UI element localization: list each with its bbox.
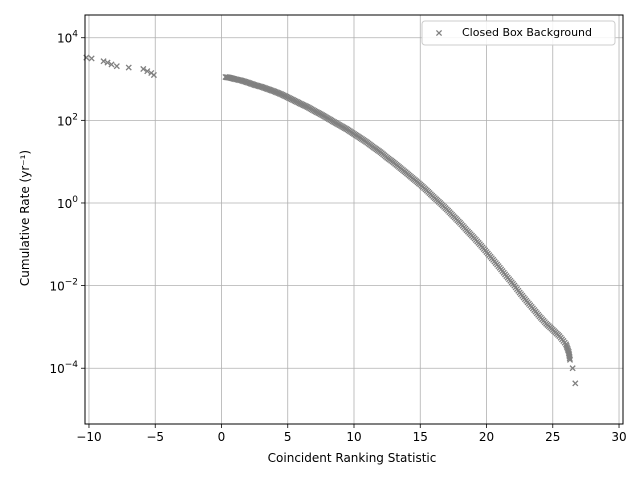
legend-marker (435, 29, 443, 37)
x-axis-ticks: −10 −5 0 5 10 15 20 25 30 (76, 424, 627, 444)
legend-marker-x (435, 29, 443, 37)
y-tick-label: 100 (57, 195, 78, 211)
data-point (144, 68, 151, 75)
x-tick-label: 0 (218, 430, 226, 444)
data-point (150, 71, 157, 79)
data-point (104, 59, 111, 66)
x-tick-label: −10 (76, 430, 101, 444)
x-tick-label: 15 (413, 430, 428, 444)
x-tick-label: 20 (479, 430, 494, 444)
data-point (125, 64, 132, 71)
legend-label: Closed Box Background (462, 26, 592, 39)
x-tick-label: 25 (545, 430, 560, 444)
x-tick-label: 10 (346, 430, 361, 444)
data-point (566, 355, 573, 362)
y-tick-label: 10−4 (49, 360, 78, 376)
x-tick-label: 5 (284, 430, 292, 444)
data-point (108, 61, 115, 68)
legend: Closed Box Background (421, 20, 616, 46)
y-tick-label: 102 (57, 112, 78, 128)
x-tick-label: −5 (146, 430, 164, 444)
y-tick-label: 104 (57, 30, 78, 46)
legend-box (421, 20, 616, 46)
data-point (569, 365, 576, 372)
data-point (140, 65, 147, 73)
y-axis-label: Cumulative Rate (yr⁻¹) (18, 150, 32, 286)
y-tick-label: 10−2 (49, 278, 78, 294)
data-point (566, 356, 574, 363)
data-point (113, 63, 120, 70)
y-axis-ticks: 104 102 100 10−2 10−4 (49, 30, 85, 376)
data-point (88, 55, 95, 62)
data-point (100, 58, 107, 65)
x-axis-label: Coincident Ranking Statistic (268, 451, 437, 465)
x-tick-label: 30 (611, 430, 626, 444)
data-points (83, 54, 579, 387)
data-point (572, 380, 579, 387)
grid-lines (85, 15, 623, 424)
